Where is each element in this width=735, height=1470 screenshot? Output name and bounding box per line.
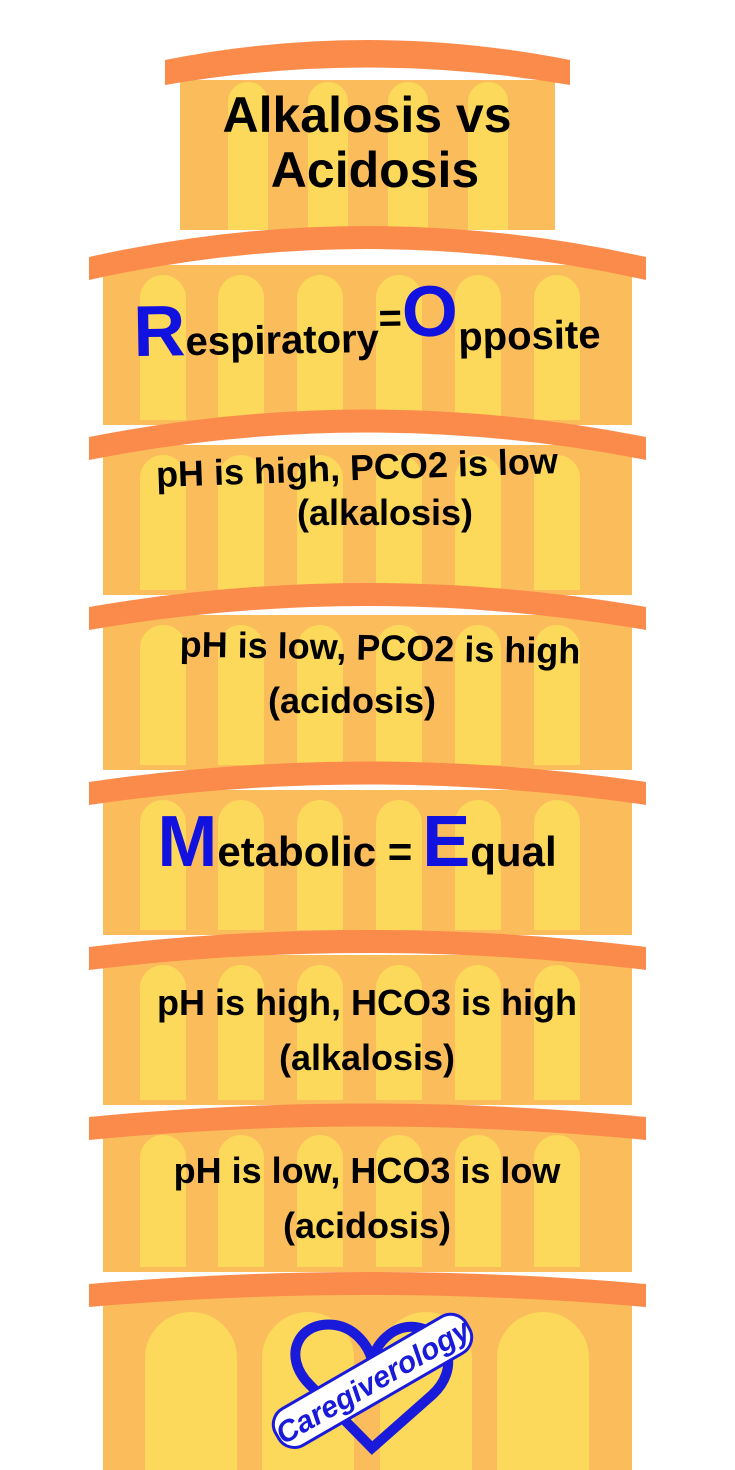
arch bbox=[297, 1135, 343, 1267]
rule-line: (alkalosis) bbox=[279, 1037, 455, 1078]
cornice bbox=[89, 583, 646, 630]
arch bbox=[218, 625, 264, 765]
cornice bbox=[89, 761, 646, 805]
rule-line: pH is high, HCO3 is high bbox=[157, 982, 577, 1023]
arch bbox=[455, 965, 501, 1100]
arch bbox=[218, 965, 264, 1100]
arch bbox=[534, 275, 580, 420]
arch bbox=[455, 455, 501, 590]
arch bbox=[455, 275, 501, 420]
initial: O bbox=[401, 271, 458, 352]
arch bbox=[140, 455, 186, 590]
word: etabolic = bbox=[217, 828, 412, 875]
arch bbox=[297, 625, 343, 765]
cornice bbox=[89, 409, 646, 460]
arch bbox=[376, 625, 422, 765]
arch bbox=[140, 1135, 186, 1267]
arch bbox=[376, 965, 422, 1100]
arch bbox=[218, 800, 264, 930]
arch bbox=[534, 965, 580, 1100]
arch bbox=[376, 275, 422, 420]
initial: E bbox=[422, 802, 470, 882]
arch bbox=[140, 625, 186, 765]
metabolic-heading: Metabolic = Equal bbox=[157, 802, 556, 882]
arch bbox=[534, 800, 580, 930]
arch bbox=[218, 275, 264, 420]
rule-line: pH is low, PCO2 is high bbox=[179, 624, 580, 672]
initial: M bbox=[157, 802, 217, 882]
arch bbox=[297, 800, 343, 930]
arch bbox=[455, 625, 501, 765]
arch bbox=[218, 1135, 264, 1267]
logo-banner bbox=[271, 1312, 474, 1449]
tower bbox=[89, 40, 646, 1470]
arch bbox=[388, 82, 428, 230]
rule-line: (acidosis) bbox=[283, 1205, 451, 1246]
arch bbox=[455, 1135, 501, 1267]
arch bbox=[376, 455, 422, 590]
rule-line: pH is low, HCO3 is low bbox=[174, 1150, 562, 1191]
arch bbox=[455, 800, 501, 930]
rule-line: (alkalosis) bbox=[297, 492, 473, 533]
respiratory-heading: Respiratory=Opposite bbox=[132, 269, 601, 372]
word: qual bbox=[470, 828, 556, 875]
arch bbox=[140, 800, 186, 930]
arch bbox=[468, 82, 508, 230]
cornice bbox=[165, 40, 570, 85]
title-line: Acidosis bbox=[271, 142, 479, 198]
rule-line: (acidosis) bbox=[268, 680, 436, 721]
initial: R bbox=[133, 291, 186, 372]
arch bbox=[145, 1312, 237, 1470]
arch bbox=[308, 82, 348, 230]
word: espiratory bbox=[185, 317, 380, 364]
title-line: Alkalosis vs bbox=[222, 87, 511, 143]
arch bbox=[297, 275, 343, 420]
word: pposite bbox=[458, 313, 601, 359]
arch bbox=[376, 1135, 422, 1267]
cornice bbox=[89, 930, 646, 970]
arch bbox=[297, 965, 343, 1100]
arch bbox=[140, 965, 186, 1100]
arch bbox=[376, 800, 422, 930]
arch bbox=[228, 82, 268, 230]
cornice bbox=[89, 1103, 646, 1140]
texts: Alkalosis vs Acidosis Respiratory=Opposi… bbox=[132, 87, 601, 1246]
cornice bbox=[89, 1272, 646, 1307]
arch bbox=[534, 1135, 580, 1267]
arch bbox=[140, 275, 186, 420]
arch bbox=[297, 455, 343, 590]
arch bbox=[218, 455, 264, 590]
equals: = bbox=[378, 296, 402, 340]
arch bbox=[497, 1312, 589, 1470]
cornice bbox=[89, 226, 646, 280]
arch bbox=[534, 625, 580, 765]
arch bbox=[534, 455, 580, 590]
